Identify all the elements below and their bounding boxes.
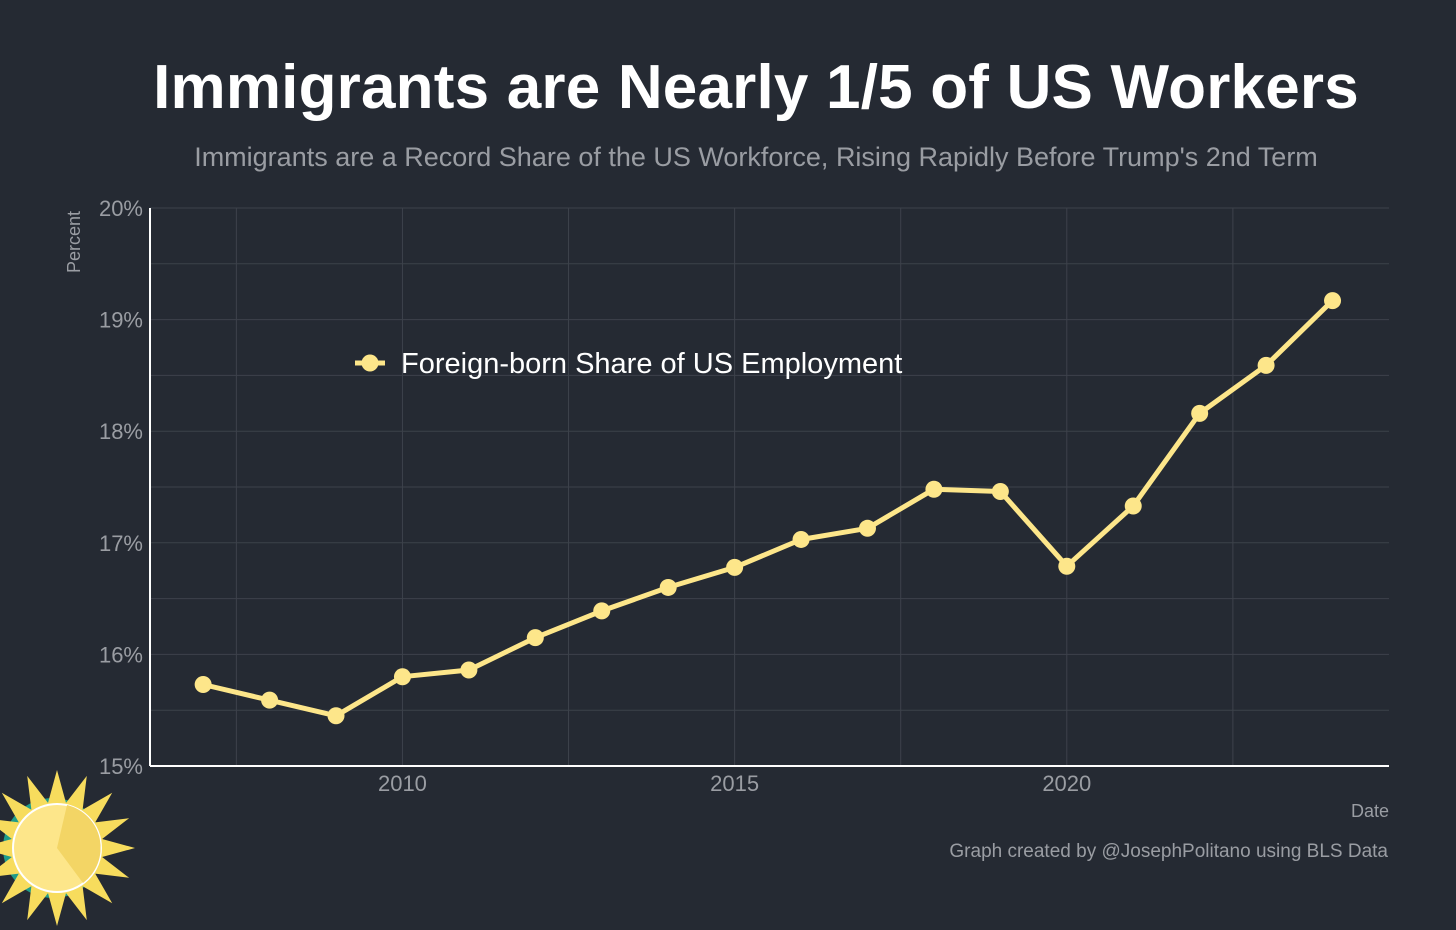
y-tick-label: 16% <box>99 642 143 667</box>
data-point <box>858 519 876 537</box>
data-point <box>991 482 1009 500</box>
data-point <box>526 629 544 647</box>
sun-logo-icon <box>0 770 135 926</box>
source-credit: Graph created by @JosephPolitano using B… <box>949 841 1388 862</box>
data-point <box>1191 404 1209 422</box>
data-point <box>925 480 943 498</box>
data-point <box>460 661 478 679</box>
chart-subtitle: Immigrants are a Record Share of the US … <box>194 142 1318 172</box>
data-point <box>327 707 345 725</box>
grid-layer <box>150 207 1389 766</box>
data-point <box>1257 356 1275 374</box>
data-point <box>393 668 411 686</box>
data-point <box>1058 557 1076 575</box>
data-point <box>1124 497 1142 515</box>
data-point <box>261 691 279 709</box>
x-tick-label: 2015 <box>710 771 759 796</box>
y-tick-label: 15% <box>99 754 143 779</box>
tick-label-layer: 15% 16% 17% 18% 19% 20% 2010 2015 2020 Percent Dat… <box>64 196 1389 821</box>
axis-layer <box>149 208 1389 767</box>
y-tick-label: 20% <box>99 196 143 221</box>
data-point <box>194 676 212 694</box>
chart-title: Immigrants are Nearly 1/5 of US Workers <box>153 53 1359 122</box>
data-point <box>792 530 810 548</box>
series-layer <box>194 292 1342 725</box>
series-line <box>200 298 1335 719</box>
data-point <box>726 558 744 576</box>
legend-swatch-marker <box>361 354 379 372</box>
y-axis-title: Percent <box>64 211 84 273</box>
x-axis-title: Date <box>1351 801 1389 821</box>
legend-label: Foreign-born Share of US Employment <box>401 348 902 380</box>
data-point <box>1324 292 1342 310</box>
y-tick-label: 18% <box>99 419 143 444</box>
logo-sun-shade <box>57 805 101 883</box>
x-tick-label: 2010 <box>378 771 427 796</box>
y-tick-label: 17% <box>99 531 143 556</box>
y-tick-label: 19% <box>99 308 143 333</box>
data-point <box>593 602 611 620</box>
legend: Foreign-born Share of US Employment <box>355 348 902 380</box>
x-tick-label: 2020 <box>1042 771 1091 796</box>
data-point <box>659 578 677 596</box>
